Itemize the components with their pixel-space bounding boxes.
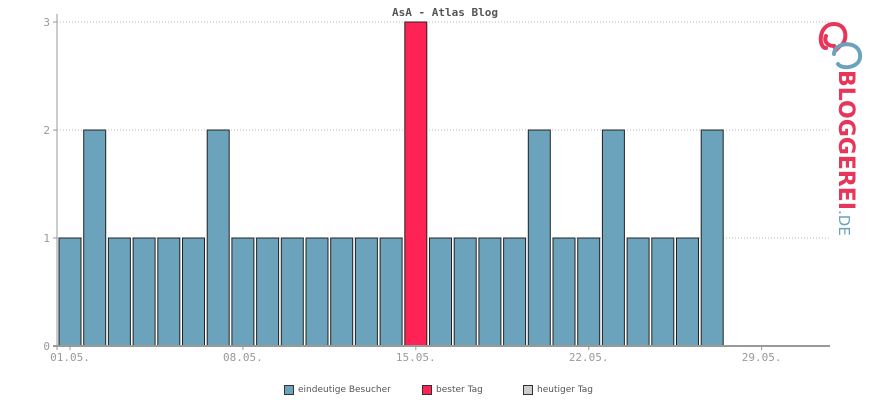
bar — [577, 237, 601, 347]
x-ticks: 01.05. 08.05. 15.05. 22.05. 29.05. — [50, 346, 781, 364]
bar-best-day — [404, 21, 428, 347]
legend-swatch-today — [523, 385, 533, 395]
bar — [552, 237, 576, 347]
legend-item-today: heutiger Tag — [523, 385, 593, 395]
bar — [182, 237, 205, 347]
x-tick-label: 15.05. — [396, 351, 436, 364]
legend: eindeutige Besucher bester Tag heutiger … — [0, 385, 870, 399]
logo-text-tld: .DE — [835, 210, 853, 236]
legend-label-visitors: eindeutige Besucher — [298, 385, 391, 395]
y-tick-label: 1 — [43, 232, 50, 245]
bar — [379, 237, 403, 347]
legend-swatch-best-day — [422, 385, 432, 395]
bloggerei-logo: BLOGGEREI.DE — [812, 18, 868, 236]
legend-item-visitors: eindeutige Besucher — [284, 385, 391, 395]
bar — [330, 237, 354, 347]
bar — [478, 237, 502, 347]
bar — [206, 129, 230, 347]
chart-title: AsA - Atlas Blog — [392, 6, 498, 19]
y-ticks: 0 1 2 3 — [43, 16, 57, 353]
y-tick-label: 2 — [43, 124, 50, 137]
bar — [231, 237, 255, 347]
bar — [132, 237, 156, 347]
legend-label-today: heutiger Tag — [537, 385, 594, 395]
x-tick-label: 22.05. — [569, 351, 609, 364]
y-tick-label: 3 — [43, 16, 50, 29]
bars — [58, 21, 724, 347]
bar — [527, 129, 551, 347]
bar — [700, 129, 724, 347]
axes — [53, 14, 830, 350]
bar — [107, 237, 131, 347]
bar — [651, 237, 675, 347]
x-tick-label: 01.05. — [50, 351, 90, 364]
bar — [626, 237, 650, 347]
bar — [256, 237, 280, 347]
bar — [453, 237, 477, 347]
bar — [280, 237, 304, 347]
bar — [676, 237, 699, 347]
bar — [429, 237, 452, 347]
bar — [157, 237, 181, 347]
bloggerei-logo-text: BLOGGEREI.DE — [832, 70, 862, 236]
bar — [503, 237, 527, 347]
legend-item-best-day: bester Tag — [422, 385, 483, 395]
legend-label-best-day: bester Tag — [436, 385, 483, 395]
bar — [601, 129, 625, 347]
bar — [58, 237, 82, 347]
x-tick-label: 29.05. — [742, 351, 782, 364]
bar — [354, 237, 378, 347]
bar — [83, 129, 107, 347]
legend-swatch-visitors — [284, 385, 294, 395]
bloggerei-logo-icon — [818, 21, 863, 70]
y-tick-label: 0 — [43, 340, 50, 353]
bar — [305, 237, 329, 347]
logo-text-main: BLOGGEREI — [833, 70, 858, 211]
x-tick-label: 08.05. — [223, 351, 263, 364]
